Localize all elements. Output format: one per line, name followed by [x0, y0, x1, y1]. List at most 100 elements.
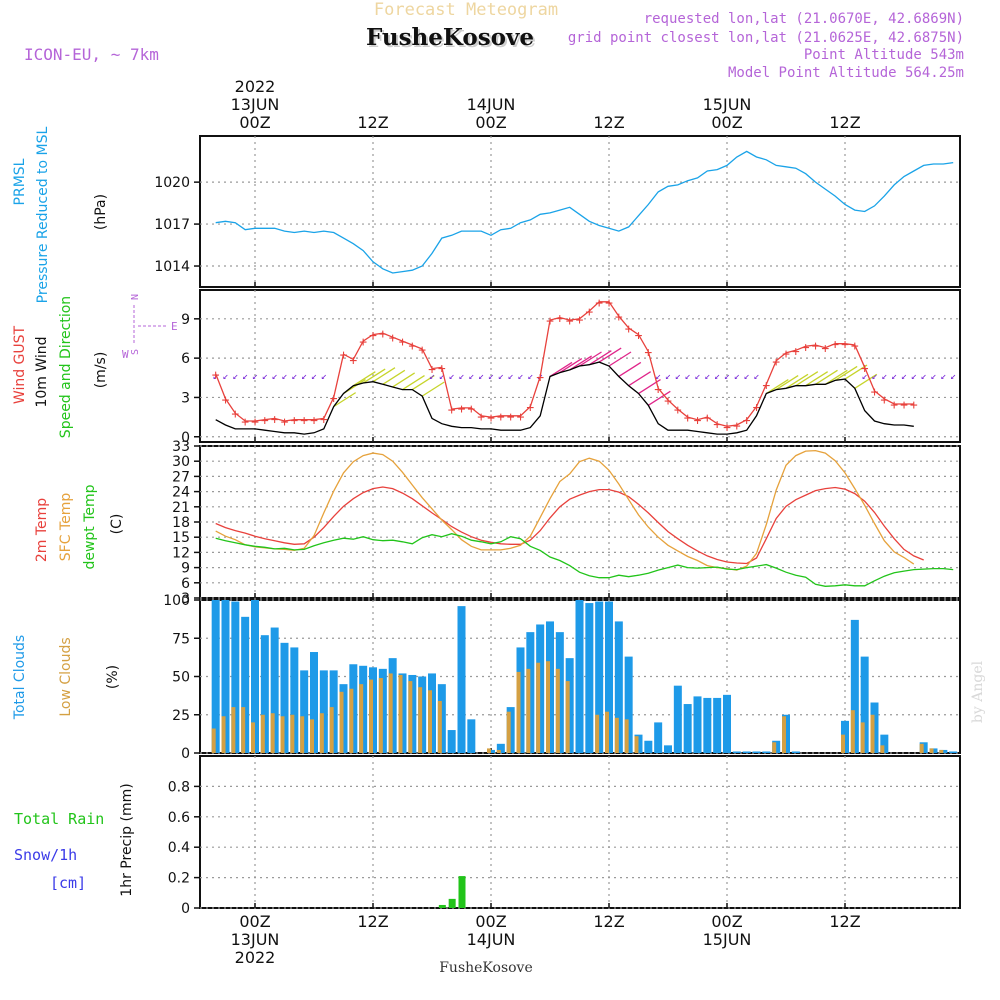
wind-direction-arrow: ↙	[655, 371, 661, 382]
gust-marker: +	[251, 415, 259, 430]
temp-ytick-label: 21	[172, 500, 190, 516]
gust-marker: +	[861, 361, 869, 376]
total-clouds-bar	[270, 627, 279, 753]
gust-marker: +	[497, 410, 505, 425]
gust-marker: +	[320, 412, 328, 427]
low-clouds-bar	[260, 714, 265, 753]
top-time-label: 00Z	[711, 113, 742, 132]
low-clouds-bar	[605, 711, 609, 753]
wind-direction-arrow: ↙	[694, 371, 700, 382]
gust-marker: +	[733, 419, 741, 434]
precip-ytick-label: 0.6	[168, 810, 190, 826]
gust-marker: +	[644, 346, 652, 361]
pressure-label-prmsl: PRMSL	[12, 158, 28, 205]
clouds-low-label: Low Clouds	[58, 637, 74, 716]
low-clouds-bar	[418, 687, 423, 753]
watermark: by Angel	[970, 660, 986, 723]
wind-direction-arrow: ↙	[940, 371, 946, 382]
gust-marker: +	[438, 361, 446, 376]
low-clouds-bar	[349, 688, 354, 753]
gust-marker: +	[566, 314, 574, 329]
top-time-label: 15JUN	[703, 95, 752, 114]
total-clouds-bar	[644, 740, 653, 753]
bottom-time-label: 00Z	[239, 912, 270, 931]
rain-bar	[458, 876, 466, 908]
wind-direction-arrow: ↙	[498, 371, 504, 382]
total-clouds-bar	[732, 751, 741, 753]
wind-ytick-label: 6	[181, 351, 190, 367]
wind-direction-barb	[588, 350, 612, 366]
bottom-time-label: 2022	[235, 948, 276, 967]
gust-marker: +	[418, 343, 426, 358]
total-clouds-bar	[752, 751, 761, 753]
total-clouds-bar	[723, 694, 731, 753]
wind-direction-arrow: ↙	[753, 371, 759, 382]
total-clouds-bar	[319, 670, 328, 753]
gust-marker: +	[713, 418, 721, 433]
low-clouds-bar	[614, 717, 619, 753]
wind-direction-arrow: ↙	[862, 371, 868, 382]
gust-marker: +	[389, 331, 397, 346]
station-title-shadow: FusheKosove	[368, 26, 536, 53]
total-clouds-bar	[850, 619, 859, 753]
temp-dew-label: dewpt Temp	[82, 484, 98, 569]
wind-unit: (m/s)	[93, 352, 109, 389]
total-clouds-bar	[585, 603, 594, 753]
wind-direction-barb	[618, 361, 642, 378]
temp-ytick-label: 9	[181, 561, 190, 577]
low-clouds-bar	[536, 662, 541, 753]
gust-marker: +	[399, 335, 407, 350]
bottom-time-label: 12Z	[593, 912, 624, 931]
gust-marker: +	[615, 310, 623, 325]
clouds-unit: (%)	[105, 665, 121, 689]
wind-direction-arrow: ↙	[468, 371, 474, 382]
low-clouds-bar	[496, 749, 501, 753]
wind-direction-barb	[608, 351, 632, 367]
bottom-time-label: 12Z	[357, 912, 388, 931]
low-clouds-bar	[919, 743, 924, 753]
wind-direction-arrow: ↙	[527, 371, 533, 382]
low-clouds-bar	[929, 748, 934, 753]
wind-direction-barb	[569, 355, 593, 371]
wind-direction-arrow: ↙	[704, 371, 710, 382]
gust-marker: +	[792, 344, 800, 359]
model-point-altitude: Model Point Altitude 564.25m	[728, 65, 964, 81]
wind-direction-barb	[795, 371, 819, 387]
low-clouds-bar	[870, 714, 875, 753]
requested-lonlat: requested lon,lat (21.0670E, 42.6869N)	[644, 11, 964, 27]
rain-bar	[438, 904, 446, 908]
wind-direction-arrow: ↙	[311, 371, 317, 382]
gust-marker: +	[694, 414, 702, 429]
wind-direction-arrow: ↙	[242, 371, 248, 382]
wind-direction-barb	[824, 369, 848, 385]
gust-marker: +	[467, 402, 475, 417]
wind-direction-barb	[392, 372, 416, 388]
low-clouds-bar	[506, 711, 511, 753]
precip-rain-label: Total Rain	[14, 810, 104, 828]
wind-direction-arrow: ↙	[458, 371, 464, 382]
low-clouds-bar	[329, 707, 334, 753]
gust-marker: +	[379, 327, 387, 342]
gust-marker: +	[723, 420, 731, 435]
temp-2m-label: 2m Temp	[34, 498, 50, 562]
gust-marker: +	[900, 398, 908, 413]
total-clouds-bar	[241, 616, 250, 753]
top-time-label: 00Z	[239, 113, 270, 132]
wind-direction-arrow: ↙	[871, 371, 877, 382]
rain-bar	[448, 898, 456, 908]
low-clouds-bar	[487, 748, 491, 753]
pressure-ytick-label: 1014	[154, 259, 190, 275]
wind-direction-arrow: ↙	[429, 371, 435, 382]
gust-marker: +	[261, 414, 269, 429]
precip-ytick-label: 0.2	[168, 871, 190, 887]
low-clouds-bar	[339, 691, 344, 753]
clouds-ytick-label: 75	[172, 631, 190, 647]
pressure-unit: (hPa)	[93, 194, 109, 230]
dewpt-temp-line	[215, 533, 954, 587]
wind-direction-arrow: ↙	[921, 371, 927, 382]
low-clouds-bar	[880, 745, 885, 753]
gust-marker: +	[487, 411, 495, 426]
